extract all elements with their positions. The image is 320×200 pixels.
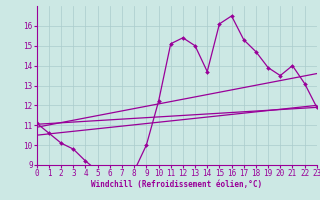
X-axis label: Windchill (Refroidissement éolien,°C): Windchill (Refroidissement éolien,°C)	[91, 180, 262, 189]
